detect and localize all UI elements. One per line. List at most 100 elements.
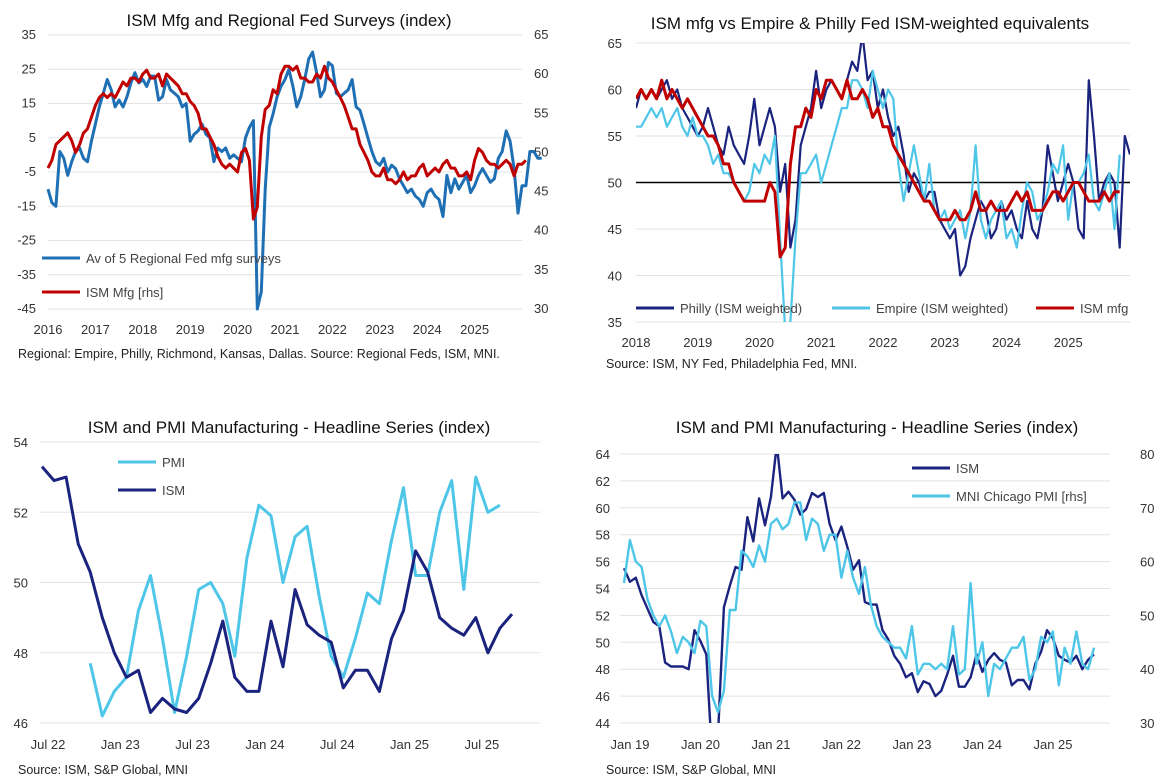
left-tick-label: 46 bbox=[596, 689, 610, 704]
chart-4-legend: ISM MNI Chicago PMI [rhs] bbox=[912, 461, 1087, 504]
x-tick-label: 2022 bbox=[318, 322, 347, 337]
x-tick-label: 2023 bbox=[930, 335, 959, 350]
chart-1-title: ISM Mfg and Regional Fed Surveys (index) bbox=[126, 11, 451, 30]
right-tick-label: 60 bbox=[1140, 555, 1154, 570]
y-tick-label: 50 bbox=[608, 176, 622, 191]
chart-4-series bbox=[622, 454, 1096, 723]
y-tick-label: 48 bbox=[14, 646, 28, 661]
x-tick-label: 2016 bbox=[34, 322, 63, 337]
left-tick-label: 50 bbox=[596, 635, 610, 650]
chart-4-title: ISM and PMI Manufacturing - Headline Ser… bbox=[676, 418, 1079, 437]
x-tick-label: Jul 23 bbox=[175, 737, 210, 752]
x-tick-label: 2018 bbox=[128, 322, 157, 337]
right-tick-label: 30 bbox=[534, 301, 548, 316]
x-tick-label: 2024 bbox=[413, 322, 442, 337]
x-tick-label: Jan 25 bbox=[1033, 737, 1072, 752]
right-tick-label: 40 bbox=[534, 223, 548, 238]
series-line bbox=[46, 64, 527, 221]
chart-3: ISM and PMI Manufacturing - Headline Ser… bbox=[14, 418, 540, 777]
series-line bbox=[88, 475, 501, 718]
x-tick-label: 2024 bbox=[992, 335, 1021, 350]
series-line bbox=[622, 501, 1096, 714]
left-tick-label: 5 bbox=[29, 130, 36, 145]
legend-ism-mfg-2: ISM mfg bbox=[1080, 301, 1128, 316]
y-tick-label: 65 bbox=[608, 36, 622, 51]
right-tick-label: 50 bbox=[1140, 608, 1154, 623]
x-tick-label: 2025 bbox=[460, 322, 489, 337]
left-tick-label: -25 bbox=[17, 233, 36, 248]
chart-3-series bbox=[40, 465, 514, 718]
x-tick-label: 2017 bbox=[81, 322, 110, 337]
series-line bbox=[40, 465, 514, 714]
left-tick-label: -45 bbox=[17, 301, 36, 316]
left-tick-label: 35 bbox=[22, 27, 36, 42]
x-tick-label: 2022 bbox=[869, 335, 898, 350]
left-tick-label: -15 bbox=[17, 198, 36, 213]
chart-4-left-axis: 64 62 60 58 56 54 52 50 48 46 44 bbox=[596, 447, 610, 731]
right-tick-label: 80 bbox=[1140, 447, 1154, 462]
x-tick-label: 2018 bbox=[622, 335, 651, 350]
left-tick-label: 54 bbox=[596, 582, 610, 597]
left-tick-label: 64 bbox=[596, 447, 610, 462]
right-tick-label: 35 bbox=[534, 262, 548, 277]
chart-3-source: Source: ISM, S&P Global, MNI bbox=[18, 763, 188, 777]
legend-regional: Av of 5 Regional Fed mfg surveys bbox=[86, 251, 281, 266]
legend-ism-4: ISM bbox=[956, 461, 979, 476]
y-tick-label: 60 bbox=[608, 83, 622, 98]
chart-4-right-axis: 80 70 60 50 40 30 bbox=[1140, 447, 1154, 731]
chart-2-source: Source: ISM, NY Fed, Philadelphia Fed, M… bbox=[606, 357, 857, 371]
left-tick-label: 52 bbox=[596, 608, 610, 623]
y-tick-label: 54 bbox=[14, 435, 28, 450]
chart-1-series bbox=[46, 50, 542, 311]
chart-4-source: Source: ISM, S&P Global, MNI bbox=[606, 763, 776, 777]
legend-ism-3: ISM bbox=[162, 483, 185, 498]
x-tick-label: 2020 bbox=[745, 335, 774, 350]
y-tick-label: 46 bbox=[14, 716, 28, 731]
chart-2-x-axis: 2018 2019 2020 2021 2022 2023 2024 2025 bbox=[622, 335, 1083, 350]
x-tick-label: 2019 bbox=[176, 322, 205, 337]
left-tick-label: 60 bbox=[596, 501, 610, 516]
x-tick-label: 2019 bbox=[683, 335, 712, 350]
x-tick-label: 2023 bbox=[365, 322, 394, 337]
chart-1-legend: Av of 5 Regional Fed mfg surveys ISM Mfg… bbox=[42, 251, 281, 300]
x-tick-label: 2025 bbox=[1054, 335, 1083, 350]
right-tick-label: 40 bbox=[1140, 662, 1154, 677]
x-tick-label: Jan 19 bbox=[610, 737, 649, 752]
legend-philly: Philly (ISM weighted) bbox=[680, 301, 802, 316]
x-tick-label: Jan 25 bbox=[390, 737, 429, 752]
legend-chicago-pmi: MNI Chicago PMI [rhs] bbox=[956, 489, 1087, 504]
left-tick-label: 44 bbox=[596, 716, 610, 731]
x-tick-label: Jul 25 bbox=[464, 737, 499, 752]
left-tick-label: 25 bbox=[22, 61, 36, 76]
chart-4: ISM and PMI Manufacturing - Headline Ser… bbox=[596, 418, 1155, 777]
chart-3-x-axis: Jul 22 Jan 23 Jul 23 Jan 24 Jul 24 Jan 25 Jul … bbox=[31, 737, 500, 752]
x-tick-label: Jan 20 bbox=[681, 737, 720, 752]
chart-3-legend: PMI ISM bbox=[118, 455, 185, 498]
chart-2-series bbox=[636, 43, 1130, 322]
right-tick-label: 65 bbox=[534, 27, 548, 42]
series-line bbox=[636, 69, 1121, 322]
y-tick-label: 55 bbox=[608, 129, 622, 144]
legend-pmi: PMI bbox=[162, 455, 185, 470]
chart-1-source: Regional: Empire, Philly, Richmond, Kans… bbox=[18, 347, 500, 361]
x-tick-label: Jan 23 bbox=[101, 737, 140, 752]
series-line bbox=[46, 50, 542, 311]
y-tick-label: 35 bbox=[608, 315, 622, 330]
chart-4-x-axis: Jan 19 Jan 20 Jan 21 Jan 22 Jan 23 Jan 24 Jan … bbox=[610, 737, 1072, 752]
chart-2-title: ISM mfg vs Empire & Philly Fed ISM-weigh… bbox=[651, 14, 1089, 33]
left-tick-label: -5 bbox=[24, 164, 36, 179]
chart-1-gridlines bbox=[48, 34, 522, 310]
x-tick-label: Jan 21 bbox=[751, 737, 790, 752]
chart-3-title: ISM and PMI Manufacturing - Headline Ser… bbox=[88, 418, 491, 437]
y-tick-label: 50 bbox=[14, 576, 28, 591]
chart-2: ISM mfg vs Empire & Philly Fed ISM-weigh… bbox=[606, 14, 1130, 371]
legend-ism-mfg: ISM Mfg [rhs] bbox=[86, 285, 163, 300]
x-tick-label: Jan 23 bbox=[892, 737, 931, 752]
chart-1-left-axis: 35 25 15 5 -5 -15 -25 -35 -45 bbox=[17, 27, 36, 316]
chart-4-gridlines bbox=[620, 453, 1110, 724]
series-line bbox=[622, 454, 1095, 723]
x-tick-label: 2021 bbox=[271, 322, 300, 337]
left-tick-label: 15 bbox=[22, 96, 36, 111]
